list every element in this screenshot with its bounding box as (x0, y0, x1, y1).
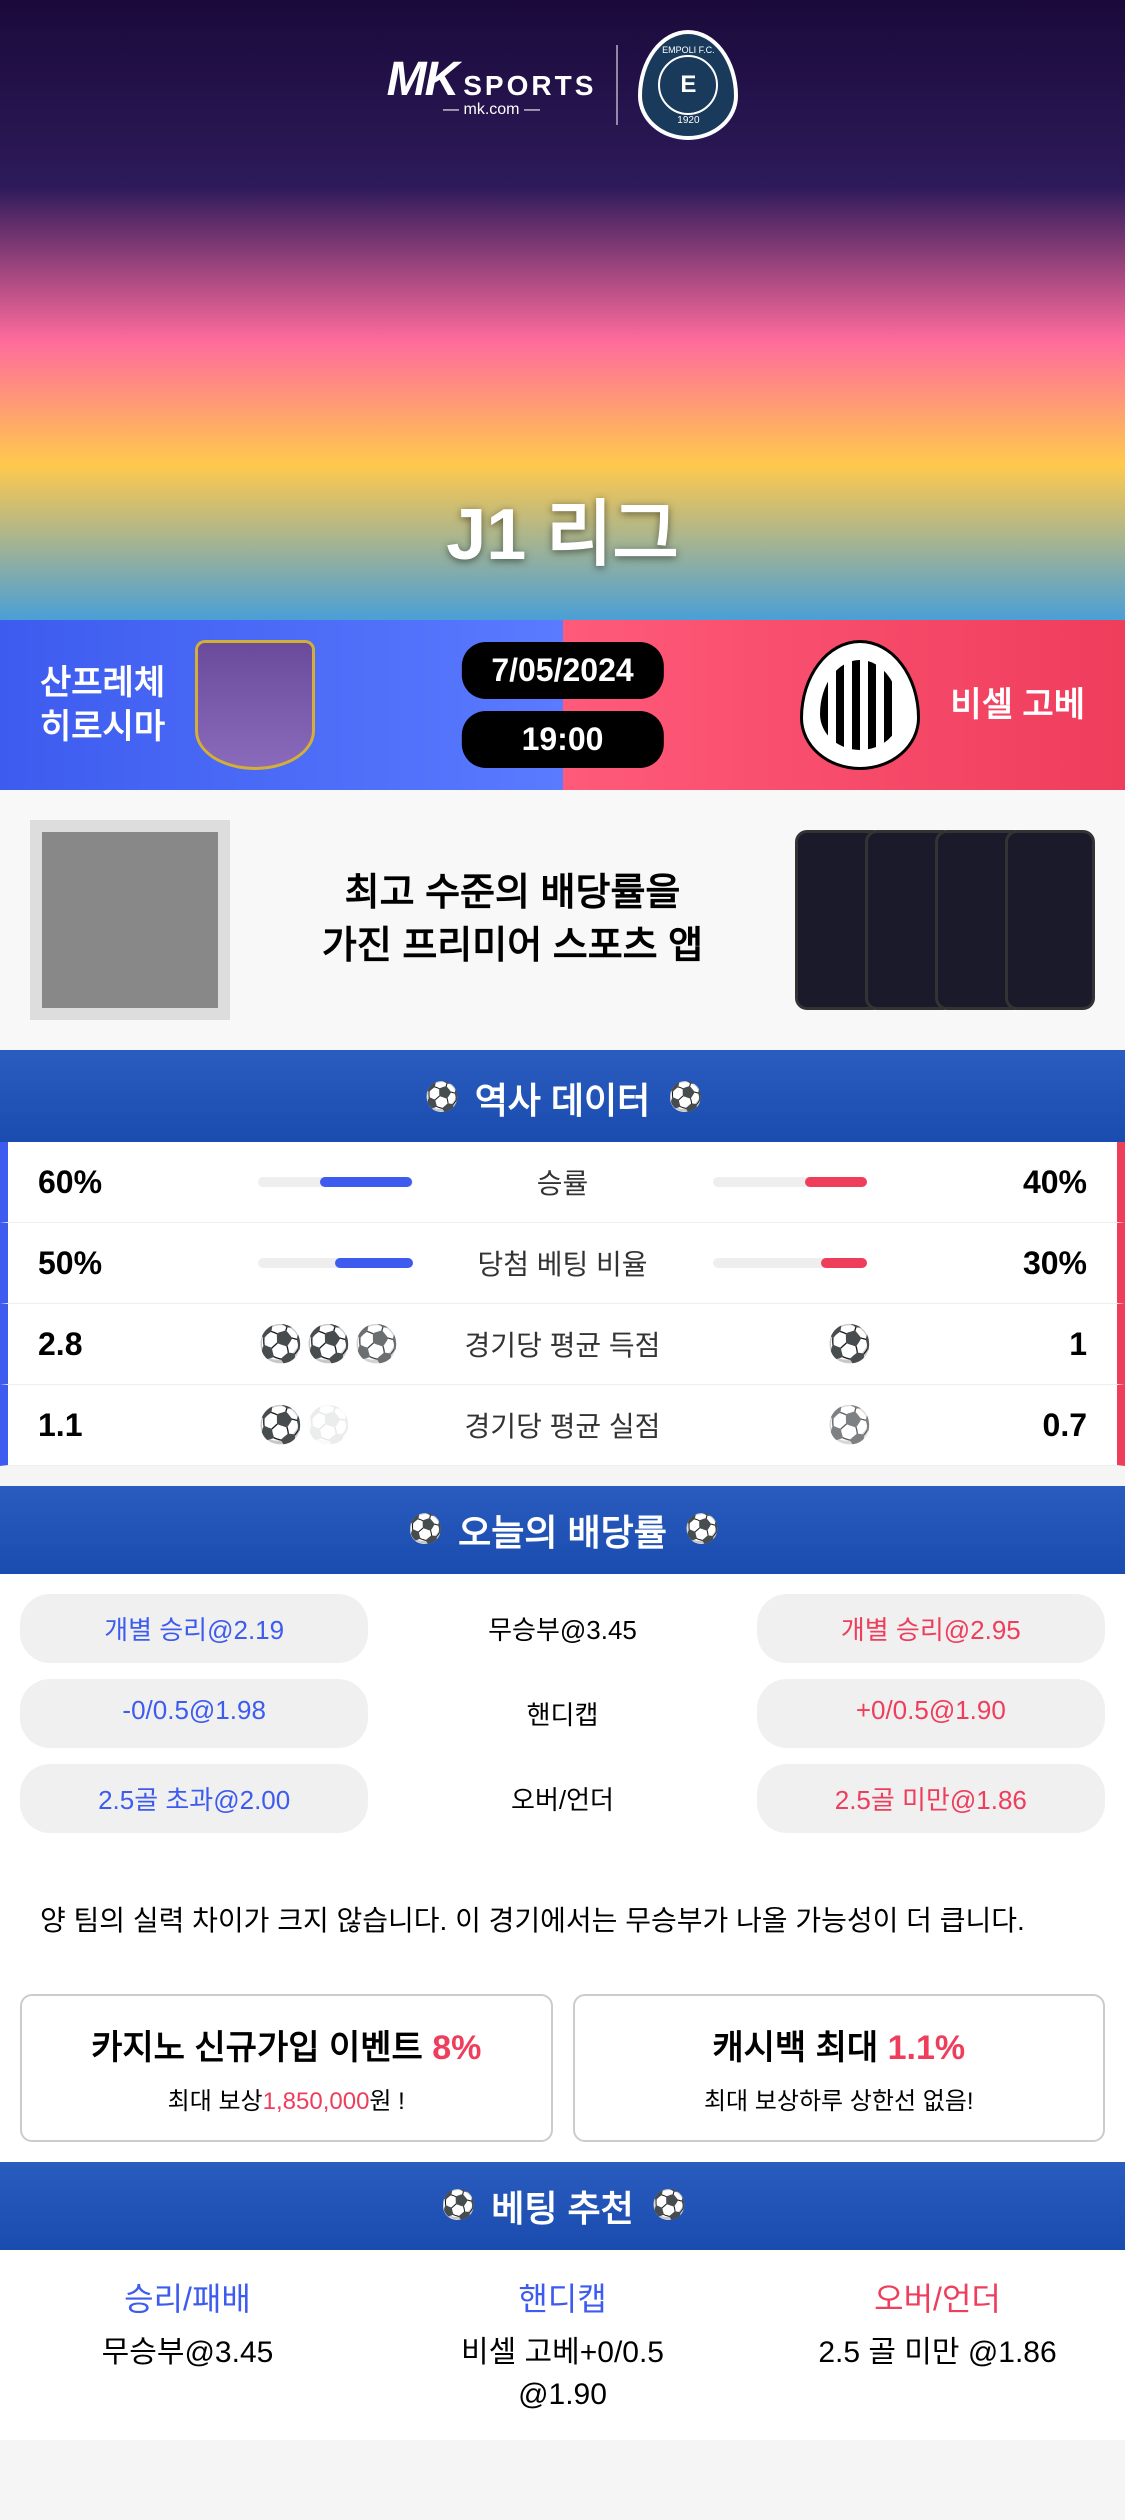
league-title: J1 리그 (446, 475, 679, 580)
ball-icon: ⚽ (258, 1405, 298, 1445)
odds-center[interactable]: 오버/언더 (388, 1764, 736, 1833)
match-time: 19:00 (461, 711, 663, 768)
rec-col-val: 무승부@3.45 (24, 2332, 351, 2374)
rec-col-title: 핸디캡 (399, 2274, 726, 2320)
rec-col[interactable]: 핸디캡 비셀 고베+0/0.5 @1.90 (375, 2250, 750, 2440)
ball-icon (687, 1516, 715, 1544)
promo-card-title: 캐시백 최대 1.1% (599, 2020, 1080, 2069)
promo-card[interactable]: 카지노 신규가입 이벤트 8% 최대 보상1,850,000원 ! (20, 1994, 553, 2142)
ball-icon: ⚽ (258, 1324, 298, 1364)
app-promo[interactable]: 최고 수준의 배당률을 가진 프리미어 스포츠 앱 (0, 790, 1125, 1054)
qr-code-icon (30, 820, 230, 1020)
match-bar: 산프레체 히로시마 7/05/2024 19:00 비셀 고베 (0, 620, 1125, 790)
odds-away[interactable]: +0/0.5@1.90 (757, 1679, 1105, 1748)
phone-preview (795, 830, 1095, 1010)
odds-away[interactable]: 2.5골 미만@1.86 (757, 1764, 1105, 1833)
stat-right-val: 30% (887, 1245, 1087, 1282)
rec-header: 베팅 추천 (0, 2162, 1125, 2250)
stat-row: 60% 승률 40% (0, 1142, 1125, 1223)
odds-block: 개별 승리@2.19 무승부@3.45 개별 승리@2.95 -0/0.5@1.9… (0, 1574, 1125, 1869)
promo-card-sub: 최대 보상1,850,000원 ! (46, 2081, 527, 2116)
odds-center[interactable]: 핸디캡 (388, 1679, 736, 1748)
stat-label: 경기당 평균 실점 (433, 1405, 693, 1445)
ball-half-icon: ⚽ (354, 1324, 394, 1364)
stat-bar-left (258, 1177, 413, 1187)
stat-balls-right: ⚽ (713, 1405, 868, 1445)
ball-icon: ⚽ (306, 1324, 346, 1364)
promo-card[interactable]: 캐시백 최대 1.1% 최대 보상하루 상한선 없음! (573, 1994, 1106, 2142)
stat-right-val: 0.7 (887, 1407, 1087, 1444)
promo-card-title: 카지노 신규가입 이벤트 8% (46, 2020, 527, 2069)
odds-title: 오늘의 배당률 (458, 1504, 667, 1556)
stat-bar-left (258, 1258, 413, 1268)
match-datetime: 7/05/2024 19:00 (461, 642, 663, 768)
stat-bar-right (713, 1177, 868, 1187)
rec-col[interactable]: 승리/패배 무승부@3.45 (0, 2250, 375, 2440)
stat-row: 1.1 ⚽⚽ 경기당 평균 실점 ⚽ 0.7 (0, 1385, 1125, 1466)
rec-title: 베팅 추천 (491, 2180, 633, 2232)
stat-left-val: 50% (38, 1245, 238, 1282)
ball-icon (410, 1516, 438, 1544)
hero-banner: MK SPORTS — mk.com — EMPOLI F.C. E 1920 … (0, 0, 1125, 620)
odds-home[interactable]: 2.5골 초과@2.00 (20, 1764, 368, 1833)
rec-col-val: 비셀 고베+0/0.5 @1.90 (399, 2332, 726, 2416)
stat-label: 승률 (433, 1162, 693, 1202)
odds-home[interactable]: -0/0.5@1.98 (20, 1679, 368, 1748)
logo-mk-text: MK (387, 52, 458, 107)
badge-inner: E (658, 55, 718, 115)
ball-icon (670, 1084, 698, 1112)
stat-left-val: 1.1 (38, 1407, 238, 1444)
odds-header: 오늘의 배당률 (0, 1486, 1125, 1574)
ball-half-icon: ⚽ (827, 1405, 867, 1445)
rec-col-val: 2.5 골 미만 @1.86 (774, 2332, 1101, 2374)
odds-away[interactable]: 개별 승리@2.95 (757, 1594, 1105, 1663)
ball-half-icon: ⚽ (306, 1405, 346, 1445)
promo-card-sub: 최대 보상하루 상한선 없음! (599, 2081, 1080, 2116)
stat-balls-left: ⚽⚽ (258, 1405, 413, 1445)
stat-row: 50% 당첨 베팅 비율 30% (0, 1223, 1125, 1304)
away-crest-icon (800, 640, 920, 770)
odds-row: -0/0.5@1.98 핸디캡 +0/0.5@1.90 (20, 1679, 1105, 1748)
home-crest-icon (195, 640, 315, 770)
mk-logo[interactable]: MK SPORTS — mk.com — (387, 52, 597, 119)
promo-text: 최고 수준의 배당률을 가진 프리미어 스포츠 앱 (260, 867, 765, 973)
stat-balls-left: ⚽⚽⚽ (258, 1324, 413, 1364)
hero-divider (616, 45, 618, 125)
ball-icon (427, 1084, 455, 1112)
ball-icon (443, 2192, 471, 2220)
history-header: 역사 데이터 (0, 1054, 1125, 1142)
match-date: 7/05/2024 (461, 642, 663, 699)
stat-right-val: 40% (887, 1164, 1087, 1201)
ball-icon (654, 2192, 682, 2220)
odds-center[interactable]: 무승부@3.45 (388, 1594, 736, 1663)
analysis-text: 양 팀의 실력 차이가 크지 않습니다. 이 경기에서는 무승부가 나올 가능성… (0, 1869, 1125, 1974)
home-team-name: 산프레체 히로시마 (40, 661, 165, 749)
badge-year: 1920 (677, 115, 699, 126)
stats-block: 60% 승률 40%50% 당첨 베팅 비율 30%2.8 ⚽⚽⚽ 경기당 평균… (0, 1142, 1125, 1466)
odds-row: 2.5골 초과@2.00 오버/언더 2.5골 미만@1.86 (20, 1764, 1105, 1833)
promos-block: 카지노 신규가입 이벤트 8% 최대 보상1,850,000원 !캐시백 최대 … (0, 1974, 1125, 2162)
stat-balls-right: ⚽ (713, 1324, 868, 1364)
odds-row: 개별 승리@2.19 무승부@3.45 개별 승리@2.95 (20, 1594, 1105, 1663)
stat-bar-right (713, 1258, 868, 1268)
stat-label: 경기당 평균 득점 (433, 1324, 693, 1364)
stat-row: 2.8 ⚽⚽⚽ 경기당 평균 득점 ⚽ 1 (0, 1304, 1125, 1385)
club-badge[interactable]: EMPOLI F.C. E 1920 (638, 30, 738, 140)
odds-home[interactable]: 개별 승리@2.19 (20, 1594, 368, 1663)
logo-sports-text: SPORTS (463, 70, 596, 102)
stat-left-val: 60% (38, 1164, 238, 1201)
badge-text: EMPOLI F.C. (662, 45, 715, 55)
history-title: 역사 데이터 (475, 1072, 651, 1124)
stat-left-val: 2.8 (38, 1326, 238, 1363)
stat-right-val: 1 (887, 1326, 1087, 1363)
stat-label: 당첨 베팅 비율 (433, 1243, 693, 1283)
hero-top: MK SPORTS — mk.com — EMPOLI F.C. E 1920 (0, 0, 1125, 170)
rec-block: 승리/패배 무승부@3.45핸디캡 비셀 고베+0/0.5 @1.90오버/언더… (0, 2250, 1125, 2440)
ball-icon: ⚽ (827, 1324, 867, 1364)
rec-col-title: 오버/언더 (774, 2274, 1101, 2320)
away-team-name: 비셀 고베 (950, 683, 1085, 727)
rec-col[interactable]: 오버/언더 2.5 골 미만 @1.86 (750, 2250, 1125, 2440)
rec-col-title: 승리/패배 (24, 2274, 351, 2320)
